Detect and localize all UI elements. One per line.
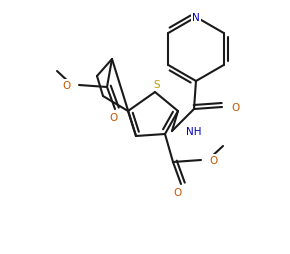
Text: O: O xyxy=(209,155,217,165)
Text: O: O xyxy=(63,81,71,91)
Text: O: O xyxy=(232,103,240,113)
Text: S: S xyxy=(154,80,160,90)
Text: N: N xyxy=(192,13,200,23)
Text: O: O xyxy=(109,113,117,122)
Text: NH: NH xyxy=(186,126,202,136)
Text: O: O xyxy=(173,187,181,197)
